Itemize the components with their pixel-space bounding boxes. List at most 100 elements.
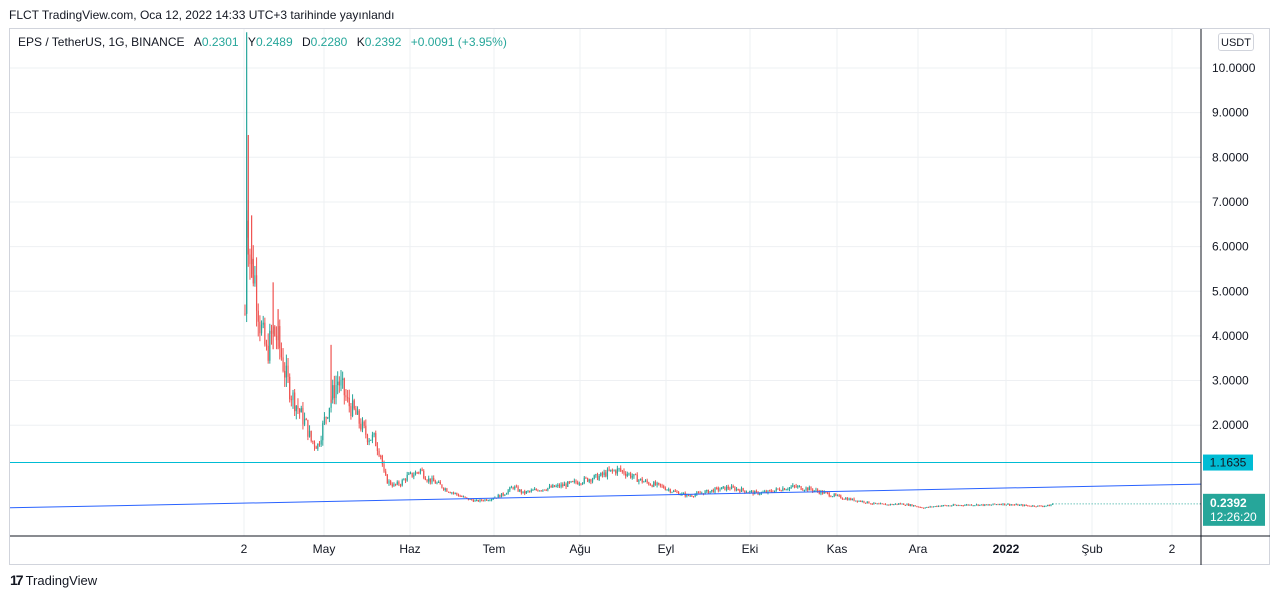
candle-body [831,496,834,498]
candle-body [714,487,716,493]
candle-body [808,487,810,491]
candle-body [957,505,959,507]
candle-body [1033,505,1036,507]
candle-body [1017,504,1019,506]
candle-body [368,440,370,443]
candle-body [914,505,916,507]
candle-body [429,478,431,483]
candle-body [797,486,799,488]
candle-body [767,490,769,493]
candle-body [899,503,901,505]
candle-body [287,365,289,377]
candle-body [335,385,337,399]
candle-body [383,464,385,472]
candle-body [764,491,766,493]
y-tick-label: 8.0000 [1212,150,1249,164]
candle-body [267,345,269,361]
candle-body [340,379,342,386]
candle-body [270,330,273,334]
candle-body [388,480,390,484]
candle-body [555,485,557,487]
candle-body [682,493,685,495]
candle-body [841,498,844,500]
candle-body [641,478,643,483]
candle-body [481,499,483,501]
candle-body [694,494,696,497]
candle-body [691,495,693,497]
publish-caption: FLCT TradingView.com, Oca 12, 2022 14:33… [9,8,395,22]
candle-body [424,477,426,480]
candle-body [861,501,863,503]
candle-body [1007,503,1009,505]
candle-body [547,487,549,491]
candle-body [656,482,658,486]
candle-body [361,421,364,430]
candle-body [315,446,317,449]
last-price-tag [1203,493,1265,526]
candle-body [787,489,789,491]
candle-body [471,499,473,501]
candle-body [568,481,570,483]
candle-body [666,489,668,491]
candle-body [447,491,450,493]
candle-body [419,469,422,473]
candle-body [1042,506,1044,508]
candle-body [524,491,526,494]
candle-body [305,419,307,421]
candle-body [582,482,584,485]
candle-body [509,487,511,491]
candle-body [937,505,940,507]
candle-body [1043,506,1045,508]
candle-body [449,492,451,494]
candle-body [350,406,352,416]
candle-body [661,485,663,487]
candle-body [972,505,974,507]
candle-body [817,489,819,492]
candle-body [262,322,264,325]
candle-body [433,478,435,482]
candle-body [648,482,650,485]
candle-body [1045,505,1047,507]
candle-body [1040,505,1042,507]
candle-body [639,478,642,480]
candle-body [790,486,792,488]
candle-body [434,481,436,484]
currency-button[interactable]: USDT [1218,33,1254,51]
candle-body [719,489,721,491]
open-label: A [193,35,202,49]
candle-body [729,488,731,490]
candle-body [633,474,635,477]
candle-body [994,503,996,505]
candle-body [244,313,246,315]
candle-body [401,480,403,486]
x-axis: 2 May Haz Tem Ağu Eyl Eki Kas Ara 2022 Şub 2 [10,535,1270,556]
candle-body [289,376,291,400]
candle-body [522,491,524,494]
candle-body [721,487,723,490]
candle-body [600,472,602,477]
candle-body [259,321,261,334]
candle-body [780,490,782,492]
candle-body [944,505,946,507]
candle-body [941,505,943,507]
candle-body [888,504,890,506]
candle-body [654,482,657,486]
y-tick-label: 3.0000 [1212,374,1249,388]
candle-body [917,506,920,508]
candle-body [1005,504,1007,506]
candle-body [879,503,882,505]
candle-body [593,475,595,479]
candle-body [643,481,645,483]
candle-body [951,505,953,507]
footer-brand[interactable]: 17 TradingView [10,572,97,588]
candle-body [628,473,630,475]
candle-body [586,478,589,482]
candle-body [529,491,531,493]
candle-body [502,493,504,496]
candle-body [769,490,771,492]
candle-body [649,484,652,486]
symbol-label[interactable]: EPS / TetherUS, 1G, BINANCE [18,35,185,49]
candle-body [644,480,647,482]
candle-body [588,479,590,482]
